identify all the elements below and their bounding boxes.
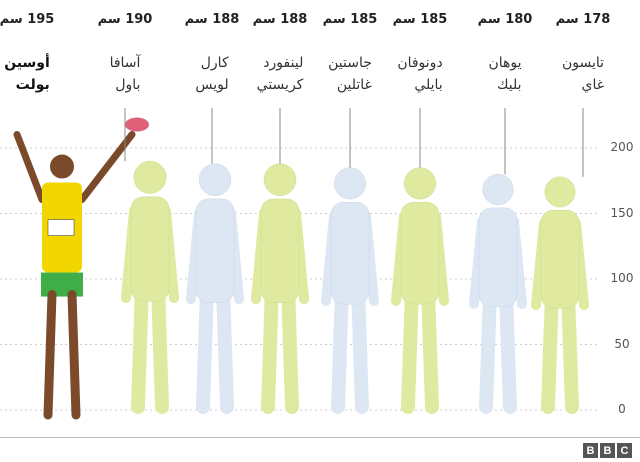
athlete-last-name: بولت xyxy=(15,77,50,93)
athlete-silhouette xyxy=(391,167,449,414)
leg xyxy=(151,278,169,414)
shoe-in-hand xyxy=(125,117,149,132)
athlete-silhouette xyxy=(121,160,179,414)
athlete-first-name: لينفورد xyxy=(263,55,304,71)
height-label: 178 سم xyxy=(555,12,611,27)
bbc-logo-letter: B xyxy=(600,443,615,458)
head xyxy=(333,167,367,200)
baseline-divider xyxy=(0,437,640,438)
head xyxy=(544,176,576,208)
torso xyxy=(195,198,235,303)
athlete-silhouette xyxy=(469,173,527,414)
leg xyxy=(281,279,299,414)
leg xyxy=(67,290,81,420)
athlete-name: دونوفان بايلي xyxy=(397,52,442,96)
athlete-first-name: جاستين xyxy=(328,55,372,71)
torso xyxy=(260,198,300,303)
athlete-silhouette xyxy=(186,163,244,414)
torso xyxy=(400,202,440,305)
race-bib xyxy=(47,219,75,236)
y-tick-label: 200 xyxy=(610,140,634,154)
head xyxy=(482,173,514,206)
athlete-last-name: كريستي xyxy=(256,77,304,93)
athlete-silhouette xyxy=(251,163,309,414)
leg xyxy=(421,281,439,414)
athlete-first-name: آسافا xyxy=(109,55,141,71)
athlete-first-name: كارل xyxy=(200,55,229,71)
head xyxy=(133,160,167,194)
athlete-last-name: بايلي xyxy=(414,77,443,93)
y-tick-label: 50 xyxy=(614,336,630,351)
athlete-name: تايسون غاي xyxy=(562,52,604,96)
leg xyxy=(401,281,419,414)
leg xyxy=(43,290,57,420)
athlete-silhouette xyxy=(531,176,589,414)
athlete-name: أوسين بولت xyxy=(4,52,50,96)
athlete-name: يوهان بليك xyxy=(488,52,521,96)
leg xyxy=(479,285,497,414)
bbc-logo: B B C xyxy=(583,443,632,458)
arm xyxy=(13,131,46,204)
athlete-last-name: بليك xyxy=(496,77,522,93)
height-label: 180 سم xyxy=(477,12,533,27)
leg xyxy=(541,286,559,414)
athlete-first-name: دونوفان xyxy=(397,55,443,71)
leg xyxy=(561,286,579,414)
athlete-name: جاستين غاتلين xyxy=(328,52,372,96)
athlete-last-name: غاي xyxy=(581,77,605,93)
height-label: 188 سم xyxy=(184,12,240,27)
shorts xyxy=(41,272,83,297)
height-label: 190 سم xyxy=(97,12,153,27)
height-label: 185 سم xyxy=(322,12,378,27)
leg xyxy=(216,279,234,414)
height-label: 185 سم xyxy=(392,12,448,27)
athlete-name: آسافا باول xyxy=(110,52,141,96)
torso xyxy=(330,202,370,305)
head xyxy=(198,163,232,196)
height-label: 188 سم xyxy=(252,12,308,27)
head xyxy=(50,154,74,179)
bbc-logo-letter: B xyxy=(583,443,598,458)
y-tick-label: 100 xyxy=(610,271,634,285)
leg xyxy=(131,278,149,414)
athlete-first-name: أوسين xyxy=(4,55,50,71)
athlete-last-name: لويس xyxy=(195,77,229,93)
torso xyxy=(540,209,580,309)
athlete-name: لينفورد كريستي xyxy=(257,52,304,96)
torso xyxy=(478,207,518,308)
height-label: 195 سم xyxy=(0,12,55,27)
athlete-silhouette xyxy=(321,167,379,414)
athlete-last-name: غاتلين xyxy=(336,77,372,93)
y-tick-label: 0 xyxy=(618,402,626,416)
y-tick-label: 150 xyxy=(610,205,634,220)
arm xyxy=(78,131,136,204)
athlete-first-name: تايسون xyxy=(561,55,605,71)
head xyxy=(403,167,437,200)
leg xyxy=(196,279,214,414)
head xyxy=(263,163,297,196)
leg xyxy=(351,281,369,414)
leg xyxy=(261,279,279,414)
leg xyxy=(499,285,517,414)
athlete-last-name: باول xyxy=(115,77,141,93)
athlete-silhouette xyxy=(13,117,149,420)
athlete-name: كارل لويس xyxy=(195,52,228,96)
athlete-first-name: يوهان xyxy=(488,55,522,71)
bbc-logo-letter: C xyxy=(617,443,632,458)
torso xyxy=(130,196,170,302)
leg xyxy=(331,281,349,414)
